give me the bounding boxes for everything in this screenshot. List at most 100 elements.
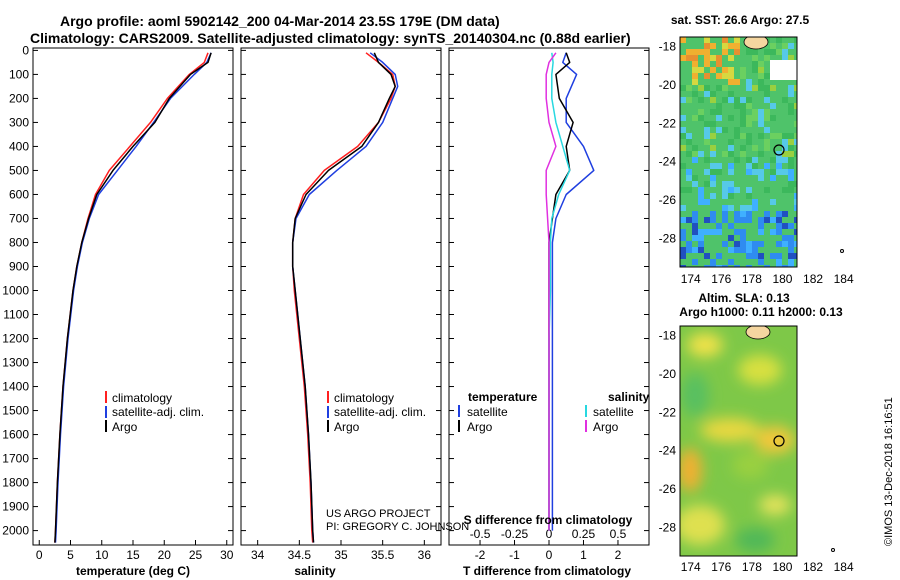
sst-cell [794,37,797,43]
sst-cell [734,43,740,49]
depth-axis: 0 100 200 300 400 500 600 700 800 900 1000 1100 1200… [2,43,649,538]
sst-cell [710,67,716,73]
sst-cell [776,223,782,229]
depth-tick-label: 1600 [2,428,29,442]
depth-tick-label: 1500 [2,404,29,418]
sst-cell [680,55,686,61]
sst-cell [782,139,788,145]
x-tick-label: 34 [251,548,265,562]
sst-cell [734,127,740,133]
sst-cell [782,265,788,267]
sst-cell [794,181,797,187]
sst-cell [680,217,686,223]
sla-map-title-1: Altim. SLA: 0.13 [698,291,790,305]
sst-cell [758,253,764,259]
sst-cell [710,193,716,199]
sst-cell [770,85,776,91]
sst-cell [788,43,794,49]
s-diff-tick-label: 0.25 [572,527,596,541]
sst-cell [692,157,698,163]
depth-tick-label: 200 [9,91,29,105]
sst-cell [716,127,722,133]
sst-cell [740,97,746,103]
sst-cell [686,241,692,247]
sst-cell [728,55,734,61]
lon-tick-label: 174 [681,272,701,286]
sst-cell [728,193,734,199]
sst-cell [776,241,782,247]
sst-cell [734,49,740,55]
sst-cell [746,205,752,211]
sst-cell [788,181,794,187]
lon-tick-label: 182 [803,560,823,574]
series-satellite-adj-clim- [291,52,399,543]
sst-cell [758,229,764,235]
credit-pi: PI: GREGORY C. JOHNSON [326,521,469,533]
sst-cell [698,247,704,253]
sst-cell [776,133,782,139]
sst-cell [680,145,686,151]
sst-cell [692,223,698,229]
sst-cell [734,79,740,85]
sst-cell [704,73,710,79]
sst-cell [752,205,758,211]
sst-cell [764,127,770,133]
depth-tick-label: 500 [9,163,29,177]
sst-cell [746,265,752,267]
sst-cell [758,121,764,127]
sst-cell [728,79,734,85]
sst-cell [740,109,746,115]
lon-tick-label: 184 [834,272,854,286]
sst-cell [680,205,686,211]
sst-cell [710,133,716,139]
sst-cell [710,211,716,217]
x-tick-label: 5 [67,548,74,562]
sst-cell [758,259,764,265]
sst-cell [758,217,764,223]
lat-tick-label: -20 [659,78,677,92]
sst-cell [752,199,758,205]
sst-cell [788,169,794,175]
x-tick-label: 34.5 [288,548,312,562]
title-line-2: Climatology: CARS2009. Satellite-adjuste… [30,30,631,46]
sst-cell [680,133,686,139]
sst-cell [704,37,710,43]
salinity-series [291,52,399,543]
lon-tick-label: 176 [711,560,731,574]
depth-tick-label: 1400 [2,380,29,394]
sst-cell [722,49,728,55]
sst-cell [788,139,794,145]
sst-cell [794,205,797,211]
sst-cell [692,211,698,217]
sst-cell [692,247,698,253]
sst-cell [722,67,728,73]
sst-cell [686,169,692,175]
sst-cell [752,85,758,91]
sst-cell [746,169,752,175]
sst-cell [692,79,698,85]
depth-tick-label: 1000 [2,283,29,297]
sst-cell [710,91,716,97]
sla-map-frame [679,325,798,557]
sst-cell [692,175,698,181]
sst-cell [764,115,770,121]
sst-cell [704,139,710,145]
salinity-legend: climatology satellite-adj. clim. Argo [327,391,426,434]
sst-cell [776,151,782,157]
sst-cell [704,265,710,267]
sst-cell [716,115,722,121]
series-temperature-satellite [551,52,595,531]
sst-cell [734,133,740,139]
sst-cell [722,241,728,247]
sst-cell [782,235,788,241]
sla-argo-marker [773,435,785,447]
sst-cell [686,97,692,103]
sst-cell [740,115,746,121]
sst-cell [740,121,746,127]
sst-cell [752,253,758,259]
sst-cell [740,151,746,157]
sst-cell [710,43,716,49]
lat-tick-label: -20 [659,367,677,381]
sst-cell [704,121,710,127]
x-tick-label: 0 [36,548,43,562]
